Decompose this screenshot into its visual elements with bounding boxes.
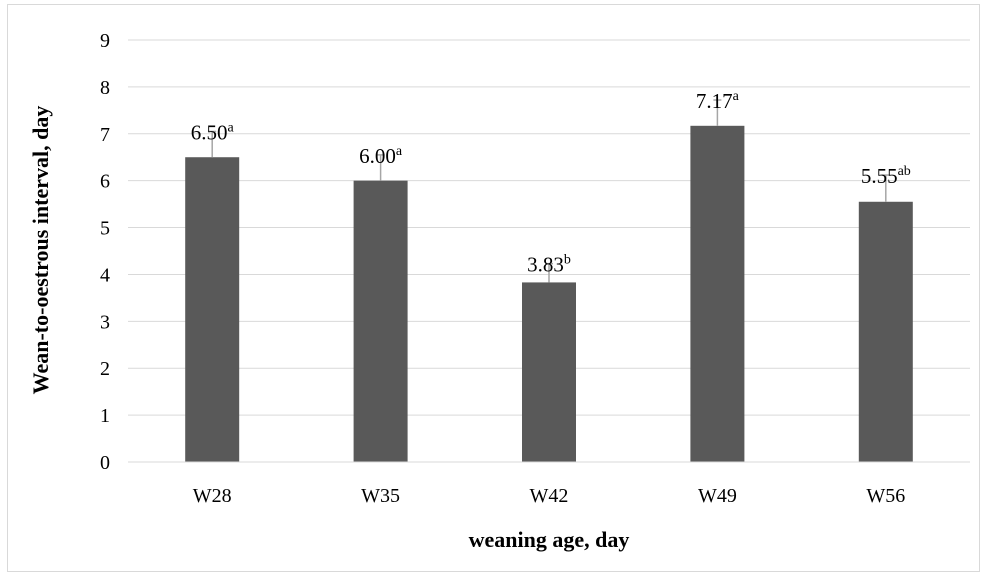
data-label: 5.55ab: [861, 164, 911, 188]
data-label: 6.00a: [359, 144, 403, 168]
significance-superscript: b: [564, 253, 571, 268]
y-tick-label: 5: [100, 218, 110, 240]
y-tick-label: 1: [100, 405, 110, 427]
y-tick-label: 9: [100, 30, 110, 52]
data-label: 6.50a: [191, 120, 235, 144]
y-tick-label: 7: [100, 124, 110, 146]
significance-superscript: ab: [898, 164, 911, 179]
y-tick-label: 4: [100, 264, 110, 286]
x-tick-label: W56: [866, 485, 905, 507]
bars: [185, 125, 913, 462]
y-axis-title: Wean-to-oestrous interval, day: [28, 106, 53, 395]
bar-w49: [690, 125, 745, 462]
x-tick-label: W28: [193, 485, 232, 507]
bar-w28: [185, 157, 240, 462]
y-tick-label: 8: [100, 77, 110, 99]
chart-frame: [7, 4, 980, 572]
y-tick-label: 6: [100, 171, 110, 193]
y-axis-ticks: 0 1 2 3 4 5 6 7 8 9: [100, 30, 110, 474]
x-axis-ticks: W28 W35 W42 W49 W56: [193, 485, 905, 507]
x-tick-label: W42: [530, 485, 569, 507]
data-label: 3.83b: [527, 253, 571, 277]
data-labels: 6.50a 6.00a 3.83b 7.17a 5.55ab: [191, 89, 911, 277]
y-tick-label: 3: [100, 311, 110, 333]
significance-superscript: a: [227, 120, 234, 135]
y-tick-label: 0: [100, 452, 110, 474]
y-tick-label: 2: [100, 358, 110, 380]
bar-w42: [522, 282, 576, 462]
data-label: 7.17a: [696, 89, 740, 113]
significance-superscript: a: [396, 144, 403, 159]
x-axis-title: weaning age, day: [469, 527, 630, 552]
gridlines: [128, 39, 970, 416]
x-tick-label: W35: [361, 485, 400, 507]
bar-w35: [353, 180, 408, 462]
significance-superscript: a: [733, 89, 740, 104]
error-bars: [208, 99, 890, 283]
x-tick-label: W49: [698, 485, 737, 507]
bar-w56: [858, 201, 913, 462]
